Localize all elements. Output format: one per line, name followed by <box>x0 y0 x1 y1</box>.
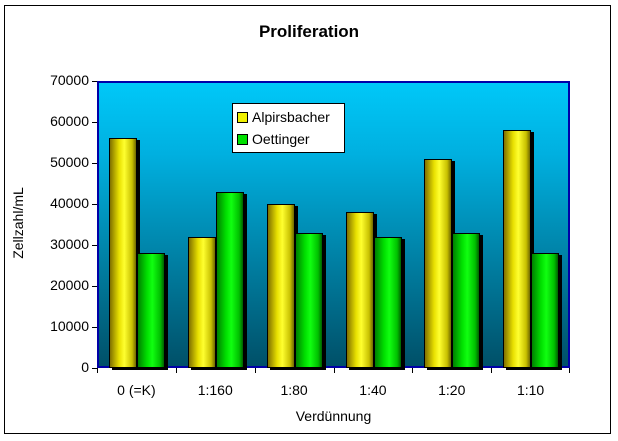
x-tick-mark <box>97 368 98 373</box>
bar-oettinger <box>137 253 165 368</box>
legend: Alpirsbacher Oettinger <box>232 103 345 153</box>
x-tick-label: 1:10 <box>516 382 545 398</box>
y-axis-title: Zellzahl/mL <box>10 187 26 259</box>
chart-title: Proliferation <box>258 22 360 41</box>
y-tick-mark <box>92 204 97 205</box>
y-tick-label: 50000 <box>50 154 89 170</box>
y-tick-mark <box>92 327 97 328</box>
bar-alpirsbacher <box>109 138 137 368</box>
y-tick-label: 70000 <box>50 72 89 88</box>
legend-label: Oettinger <box>252 131 310 147</box>
x-axis-title: Verdünnung <box>295 408 372 424</box>
bar-oettinger <box>452 232 481 368</box>
y-tick-label: 30000 <box>50 236 89 252</box>
bar-oettinger <box>531 253 560 368</box>
x-tick-mark <box>412 368 414 373</box>
y-tick-mark <box>92 163 97 164</box>
legend-swatch-green-icon <box>237 133 248 145</box>
legend-swatch-yellow-icon <box>237 111 248 123</box>
legend-label: Alpirsbacher <box>252 109 330 125</box>
legend-item-oettinger: Oettinger <box>237 131 310 147</box>
y-tick-mark <box>92 122 97 123</box>
x-tick-label: 1:40 <box>359 382 387 398</box>
y-tick-mark <box>92 368 97 369</box>
y-tick-mark <box>92 81 97 82</box>
x-tick-label: 0 (=K) <box>117 382 156 398</box>
bar-oettinger <box>215 191 244 368</box>
y-tick-mark <box>92 286 97 287</box>
bar-oettinger <box>294 232 323 368</box>
y-tick-mark <box>92 245 97 246</box>
bar-alpirsbacher <box>266 204 295 368</box>
bar-alpirsbacher <box>187 236 216 368</box>
y-tick-label: 40000 <box>50 195 89 211</box>
legend-item-alpirsbacher: Alpirsbacher <box>237 109 330 125</box>
x-tick-mark <box>175 368 177 373</box>
x-tick-label: 1:20 <box>438 382 466 398</box>
y-tick-label: 10000 <box>50 318 89 334</box>
bar-alpirsbacher <box>345 212 374 368</box>
x-tick-mark <box>254 368 256 373</box>
bar-alpirsbacher <box>503 130 532 368</box>
x-tick-mark <box>333 368 335 373</box>
y-tick-label: 0 <box>81 359 89 375</box>
y-tick-label: 60000 <box>50 113 89 129</box>
x-tick-mark <box>491 368 493 373</box>
y-tick-label: 20000 <box>50 277 89 293</box>
x-tick-label: 1:80 <box>280 382 308 398</box>
x-tick-label: 1:160 <box>197 382 233 398</box>
bar-alpirsbacher <box>424 158 453 368</box>
bar-oettinger <box>373 236 402 368</box>
x-tick-mark <box>569 368 570 373</box>
